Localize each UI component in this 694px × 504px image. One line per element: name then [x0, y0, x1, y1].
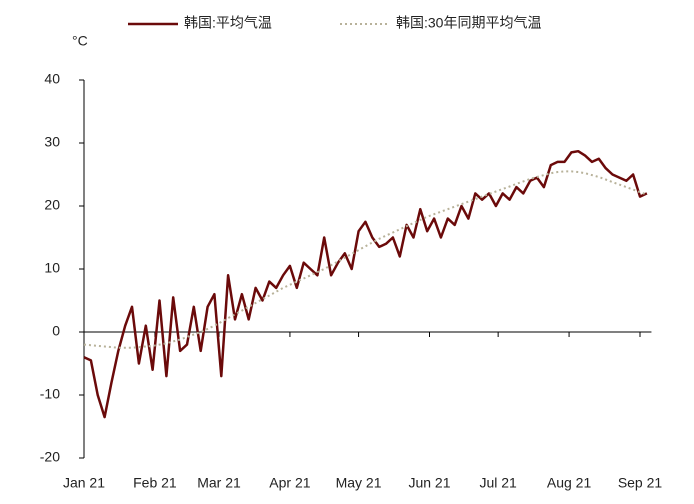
legend-label: 韩国:30年同期平均气温 [396, 15, 541, 31]
x-tick-label: Jul 21 [479, 475, 517, 491]
y-tick-label: 40 [44, 71, 60, 87]
x-tick-label: Jan 21 [63, 475, 105, 491]
y-tick-label: 20 [44, 197, 60, 213]
y-tick-label: 0 [52, 323, 60, 339]
y-tick-label: -20 [40, 449, 60, 465]
x-tick-label: Feb 21 [133, 475, 177, 491]
x-tick-label: Sep 21 [618, 475, 663, 491]
x-tick-label: Apr 21 [269, 475, 310, 491]
y-tick-label: 30 [44, 134, 60, 150]
x-tick-label: May 21 [336, 475, 382, 491]
y-tick-label: -10 [40, 386, 60, 402]
x-tick-label: Mar 21 [197, 475, 241, 491]
series-line [83, 170, 648, 349]
x-tick-label: Jun 21 [408, 475, 450, 491]
series-line [83, 149, 648, 419]
x-tick-label: Aug 21 [547, 475, 592, 491]
y-tick-label: 10 [44, 260, 60, 276]
y-unit: °C [72, 33, 88, 49]
legend-label: 韩国:平均气温 [184, 15, 272, 31]
